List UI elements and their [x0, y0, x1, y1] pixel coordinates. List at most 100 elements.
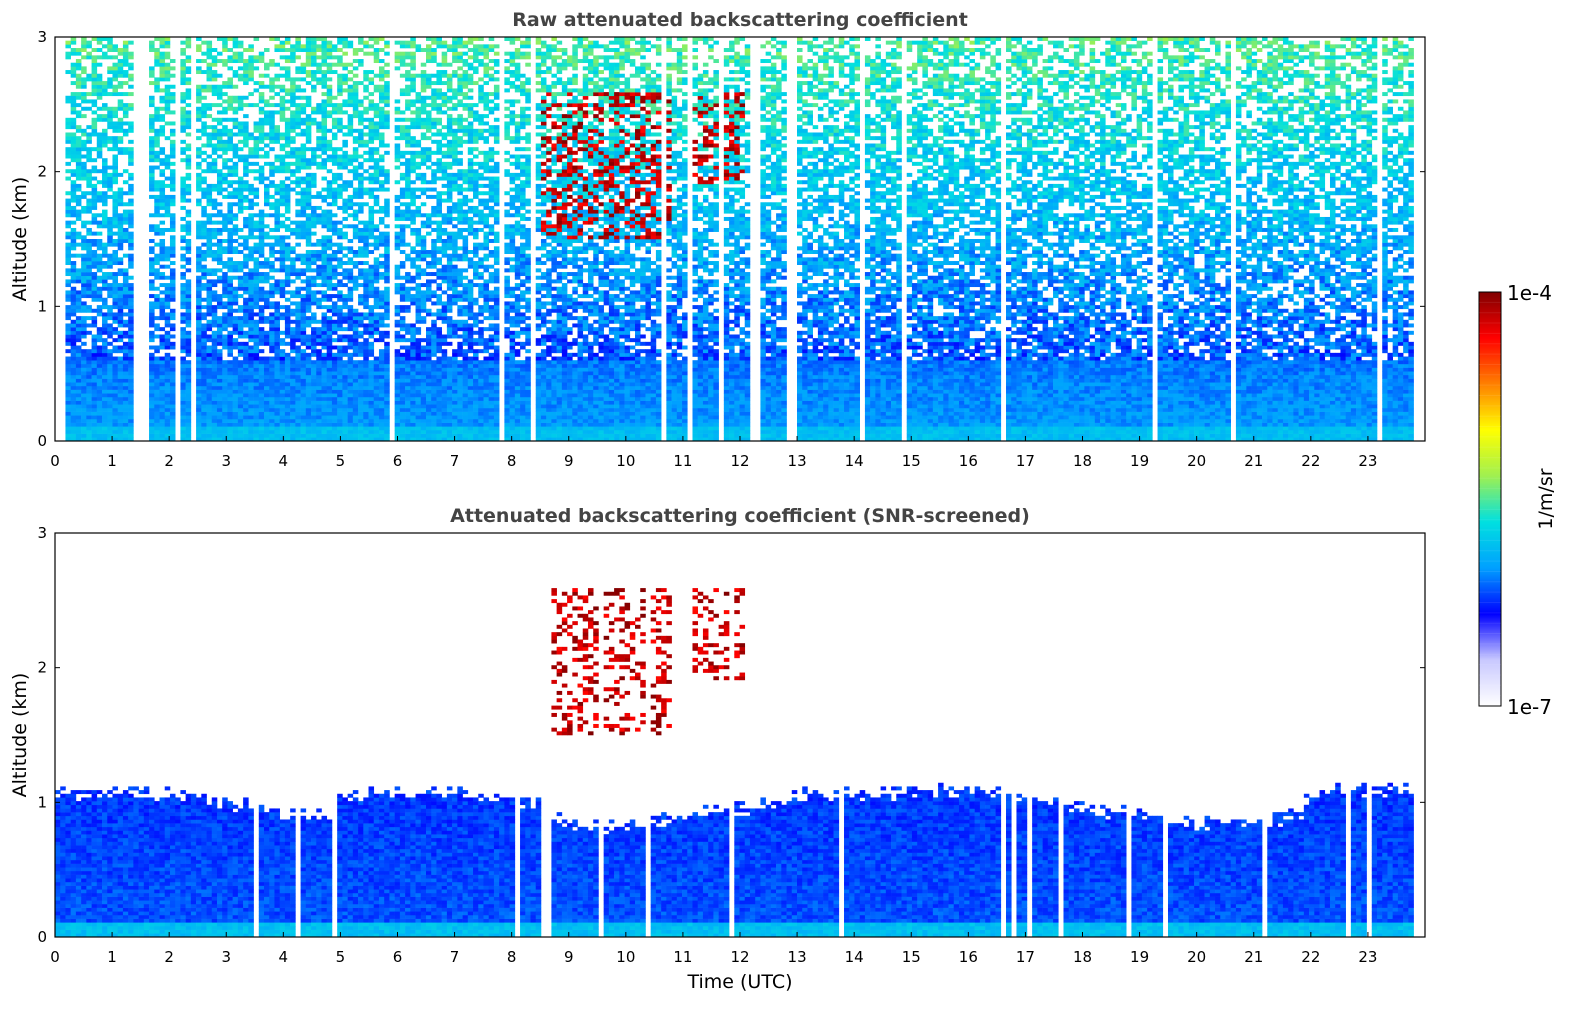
- heatmap-cell: [196, 136, 202, 141]
- heatmap-cell: [352, 389, 359, 394]
- heatmap-cell: [128, 356, 134, 361]
- heatmap-cell: [274, 110, 280, 115]
- heatmap-cell: [378, 235, 385, 240]
- heatmap-cell: [164, 396, 171, 401]
- heatmap-cell: [169, 110, 176, 115]
- heatmap-cell: [201, 227, 207, 232]
- heatmap-cell: [237, 139, 244, 144]
- heatmap-cell: [81, 77, 87, 82]
- heatmap-cell: [274, 385, 280, 390]
- heatmap-cell: [211, 235, 218, 240]
- heatmap-cell: [70, 73, 77, 78]
- heatmap-cell: [237, 209, 244, 214]
- heatmap-cell: [232, 202, 239, 207]
- heatmap-cell: [206, 125, 213, 130]
- heatmap-cell: [180, 297, 186, 302]
- heatmap-cell: [164, 213, 171, 218]
- heatmap-cell: [253, 371, 260, 376]
- heatmap-cell: [352, 176, 359, 181]
- heatmap-cell: [107, 81, 113, 86]
- heatmap-cell: [227, 147, 233, 152]
- heatmap-cell: [237, 330, 244, 335]
- heatmap-cell: [405, 429, 411, 434]
- heatmap-cell: [331, 117, 338, 122]
- heatmap-cell: [305, 389, 312, 394]
- heatmap-cell: [415, 275, 422, 280]
- heatmap-cell: [311, 70, 317, 75]
- heatmap-cell: [211, 253, 218, 258]
- heatmap-cell: [253, 88, 260, 93]
- heatmap-cell: [269, 367, 275, 372]
- heatmap-cell: [284, 385, 291, 390]
- heatmap-cell: [373, 136, 380, 141]
- heatmap-cell: [264, 385, 270, 390]
- heatmap-cell: [290, 117, 296, 122]
- heatmap-cell: [378, 400, 385, 405]
- heatmap-cell: [169, 312, 176, 317]
- heatmap-cell: [405, 139, 411, 144]
- heatmap-cell: [227, 99, 233, 104]
- heatmap-cell: [326, 319, 333, 324]
- heatmap-cell: [227, 323, 233, 328]
- heatmap-cell: [274, 187, 280, 192]
- heatmap-cell: [70, 110, 77, 115]
- heatmap-cell: [65, 246, 71, 251]
- heatmap-cell: [347, 360, 354, 365]
- heatmap-cell: [70, 81, 77, 86]
- heatmap-cell: [154, 378, 160, 383]
- heatmap-cell: [117, 191, 124, 196]
- heatmap-cell: [122, 385, 129, 390]
- heatmap-cell: [169, 396, 176, 401]
- heatmap-cell: [180, 99, 186, 104]
- heatmap-cell: [75, 411, 82, 416]
- heatmap-cell: [410, 418, 416, 423]
- heatmap-cell: [399, 415, 406, 420]
- heatmap-cell: [149, 429, 155, 434]
- heatmap-cell: [300, 411, 307, 416]
- heatmap-cell: [232, 323, 239, 328]
- heatmap-cell: [337, 319, 343, 324]
- heatmap-cell: [311, 349, 317, 354]
- heatmap-cell: [394, 99, 401, 104]
- heatmap-cell: [91, 323, 98, 328]
- heatmap-cell: [352, 136, 359, 141]
- heatmap-cell: [342, 275, 348, 280]
- heatmap-cell: [284, 194, 291, 199]
- heatmap-cell: [311, 250, 317, 254]
- heatmap-cell: [196, 202, 202, 207]
- heatmap-cell: [159, 308, 166, 313]
- heatmap-cell: [368, 378, 375, 383]
- heatmap-cell: [107, 286, 113, 291]
- heatmap-cell: [258, 139, 265, 144]
- heatmap-cell: [196, 349, 202, 354]
- heatmap-cell: [81, 308, 87, 313]
- heatmap-cell: [279, 279, 286, 284]
- heatmap-cell: [326, 345, 333, 350]
- heatmap-cell: [159, 227, 166, 232]
- heatmap-cell: [206, 239, 213, 243]
- heatmap-cell: [196, 294, 202, 299]
- heatmap-cell: [96, 389, 103, 394]
- heatmap-cell: [321, 319, 328, 324]
- heatmap-cell: [102, 209, 108, 214]
- heatmap-cell: [290, 319, 296, 324]
- heatmap-cell: [81, 396, 87, 401]
- heatmap-cell: [206, 385, 213, 390]
- heatmap-cell: [384, 250, 390, 254]
- heatmap-cell: [352, 363, 359, 368]
- heatmap-cell: [65, 147, 71, 152]
- heatmap-cell: [279, 183, 286, 188]
- heatmap-cell: [237, 389, 244, 394]
- heatmap-cell: [117, 66, 124, 71]
- heatmap-cell: [232, 415, 239, 420]
- heatmap-cell: [316, 297, 322, 302]
- heatmap-cell: [206, 418, 213, 423]
- heatmap-cell: [284, 389, 291, 394]
- heatmap-cell: [410, 400, 416, 405]
- heatmap-cell: [373, 165, 380, 170]
- heatmap-cell: [405, 216, 411, 221]
- heatmap-cell: [185, 261, 192, 266]
- heatmap-cell: [248, 418, 254, 423]
- heatmap-cell: [368, 396, 375, 401]
- heatmap-cell: [342, 389, 348, 394]
